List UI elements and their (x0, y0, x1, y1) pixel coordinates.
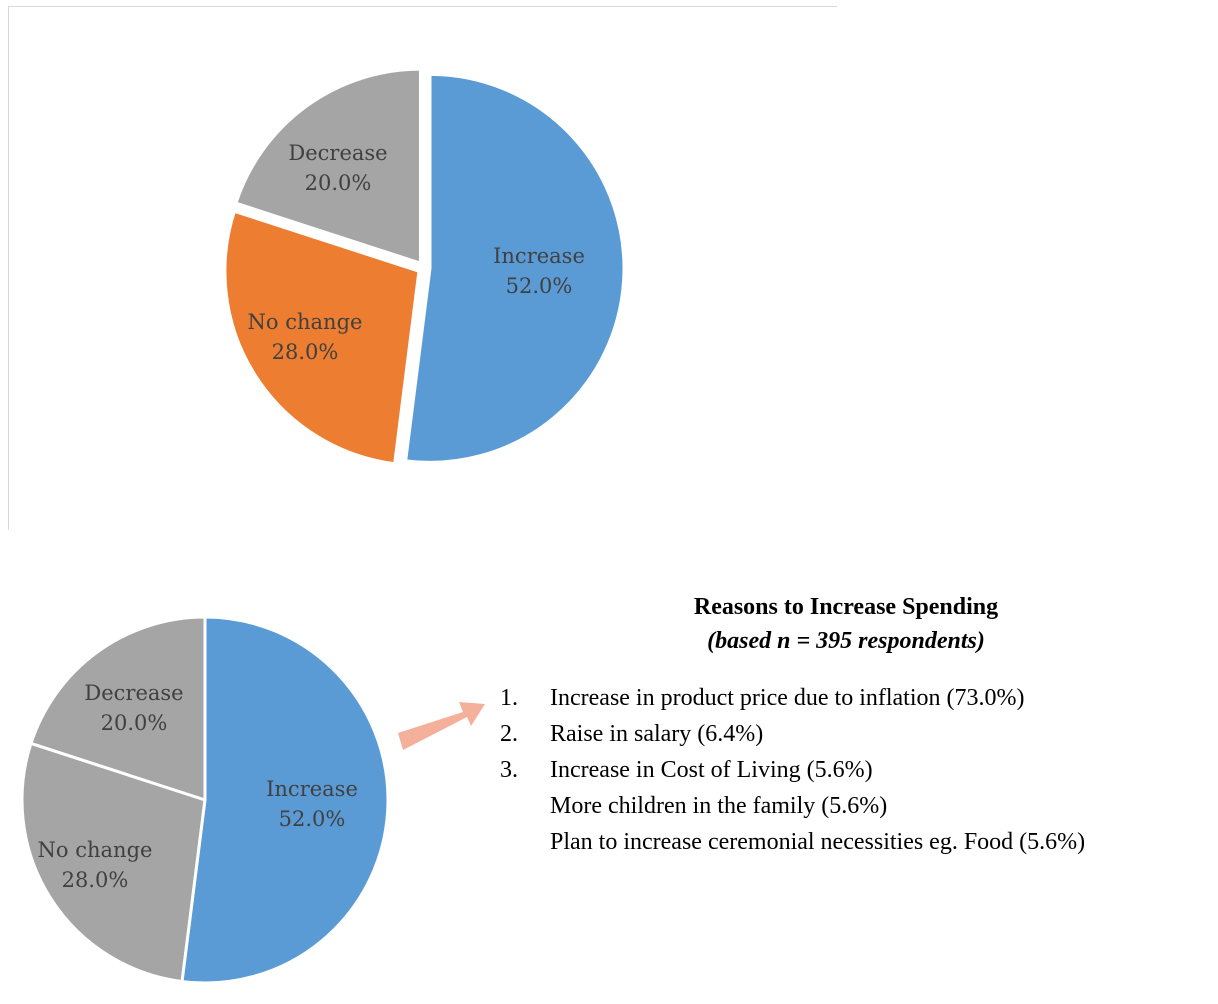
list-item-text: Increase in Cost of Living (5.6%) (550, 757, 873, 783)
slice-value-label: 28.0% (62, 868, 129, 892)
pie-slice-no-change (20, 741, 207, 984)
slice-label: Decrease (84, 681, 183, 705)
reasons-subtitle: (based n = 395 respondents) (707, 628, 985, 654)
slice-label: Decrease (288, 141, 387, 165)
slice-label: Increase (493, 244, 585, 268)
slice-value-label: 20.0% (101, 711, 168, 735)
list-item: 3. Increase in Cost of Living (5.6%) (496, 752, 1196, 788)
arrow-icon (398, 702, 485, 750)
list-item-text: Raise in salary (6.4%) (550, 721, 764, 747)
slice-value-label: 52.0% (279, 807, 346, 831)
list-item-text: More children in the family (5.6%) (550, 793, 888, 819)
top-chart-frame (8, 6, 837, 530)
list-item-text: Plan to increase ceremonial necessities … (550, 829, 1086, 855)
list-item: 2. Raise in salary (6.4%) (496, 716, 1196, 752)
pie-slice-decrease (234, 67, 422, 266)
reasons-list: 1. Increase in product price due to infl… (496, 680, 1196, 860)
reasons-title: Reasons to Increase Spending (693, 594, 999, 620)
list-item-number: 2. (500, 721, 518, 747)
slice-label: Increase (266, 777, 358, 801)
list-item-number (496, 788, 550, 824)
pie-slice-no-change (223, 209, 421, 466)
list-item-number: 1. (500, 685, 518, 711)
slice-value-label: 52.0% (506, 274, 573, 298)
list-item: 1. Increase in product price due to infl… (496, 680, 1196, 716)
slice-label: No change (38, 838, 153, 862)
list-item: More children in the family (5.6%) (496, 788, 1196, 824)
pie-slice-decrease (29, 615, 207, 803)
pie-slice-increase (403, 72, 626, 464)
list-item-number: 3. (500, 757, 518, 783)
list-item-text: Increase in product price due to inflati… (550, 685, 1025, 711)
list-item: Plan to increase ceremonial necessities … (496, 824, 1196, 860)
reasons-panel: Reasons to Increase Spending (based n = … (496, 590, 1196, 860)
list-item-number (496, 824, 550, 860)
pie-slice-increase (180, 615, 390, 985)
slice-label: No change (248, 310, 363, 334)
slice-value-label: 28.0% (272, 340, 339, 364)
slice-value-label: 20.0% (305, 171, 372, 195)
